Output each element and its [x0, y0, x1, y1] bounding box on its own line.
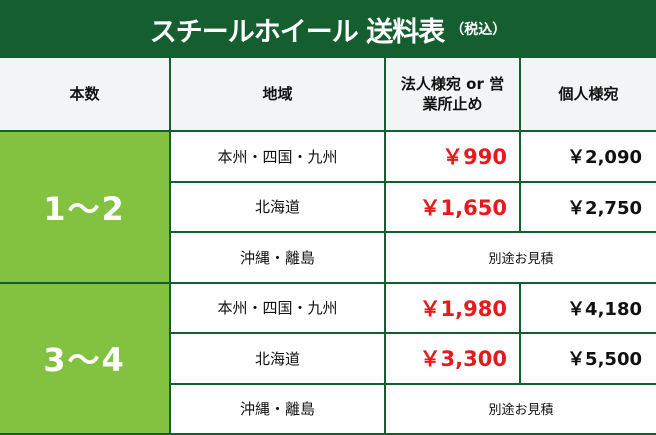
table-row: 1〜2 本州・四国・九州 ￥990 ￥2,090	[0, 130, 656, 284]
header-region: 地域	[169, 58, 386, 132]
title-main: スチールホイール 送料表	[149, 16, 445, 48]
personal-price: ￥2,750	[519, 180, 656, 233]
region-cell: 沖縄・離島	[170, 382, 386, 435]
quote-note: 別途お見積	[384, 231, 656, 284]
business-price: ￥1,980	[384, 281, 521, 334]
table-row: 北海道 ￥1,650 ￥2,750	[0, 180, 656, 233]
header-personal: 個人様宛	[519, 58, 656, 132]
title-tax-note: （税込）	[450, 22, 507, 38]
quantity-group: 3〜4	[0, 281, 171, 435]
business-price: ￥1,650	[384, 180, 521, 233]
personal-price: ￥4,180	[519, 281, 656, 334]
region-cell: 本州・四国・九州	[169, 281, 386, 334]
header-row: 本数 地域 法人様宛 or 営業所止め 個人様宛	[0, 58, 656, 132]
table-row: 北海道 ￥3,300 ￥5,500	[0, 332, 656, 385]
quote-note: 別途お見積	[384, 382, 656, 435]
table-row: 3〜4 本州・四国・九州 ￥1,980 ￥4,180	[0, 281, 656, 435]
personal-price: ￥2,090	[519, 130, 656, 183]
region-cell: 北海道	[170, 332, 386, 385]
shipping-table: 本数 地域 法人様宛 or 営業所止め 個人様宛 1〜2 本州・四国・九州 ￥9…	[0, 58, 656, 435]
page-title: スチールホイール 送料表 （税込）	[0, 0, 656, 58]
region-cell: 本州・四国・九州	[169, 130, 386, 183]
header-business: 法人様宛 or 営業所止め	[384, 58, 521, 132]
region-cell: 沖縄・離島	[170, 231, 386, 284]
personal-price: ￥5,500	[519, 332, 656, 385]
table-row: 沖縄・離島 別途お見積	[0, 382, 656, 435]
region-cell: 北海道	[170, 180, 386, 233]
business-price: ￥3,300	[384, 332, 521, 385]
business-price: ￥990	[384, 130, 521, 183]
quantity-group: 1〜2	[0, 130, 171, 284]
header-quantity: 本数	[0, 58, 171, 132]
table-row: 沖縄・離島 別途お見積	[0, 231, 656, 284]
